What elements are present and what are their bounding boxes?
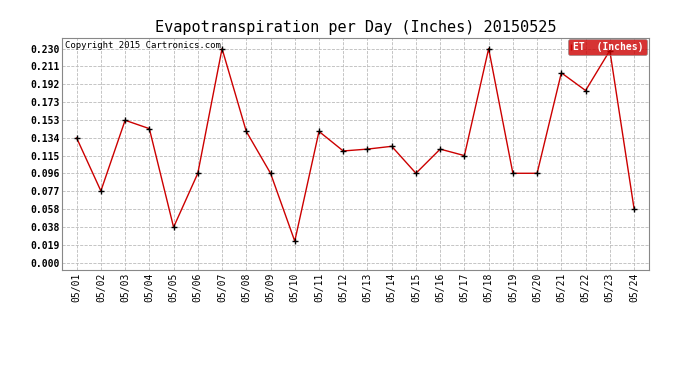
Title: Evapotranspiration per Day (Inches) 20150525: Evapotranspiration per Day (Inches) 2015… (155, 20, 556, 35)
Text: Copyright 2015 Cartronics.com: Copyright 2015 Cartronics.com (65, 41, 221, 50)
Legend: ET  (Inches): ET (Inches) (569, 39, 647, 55)
